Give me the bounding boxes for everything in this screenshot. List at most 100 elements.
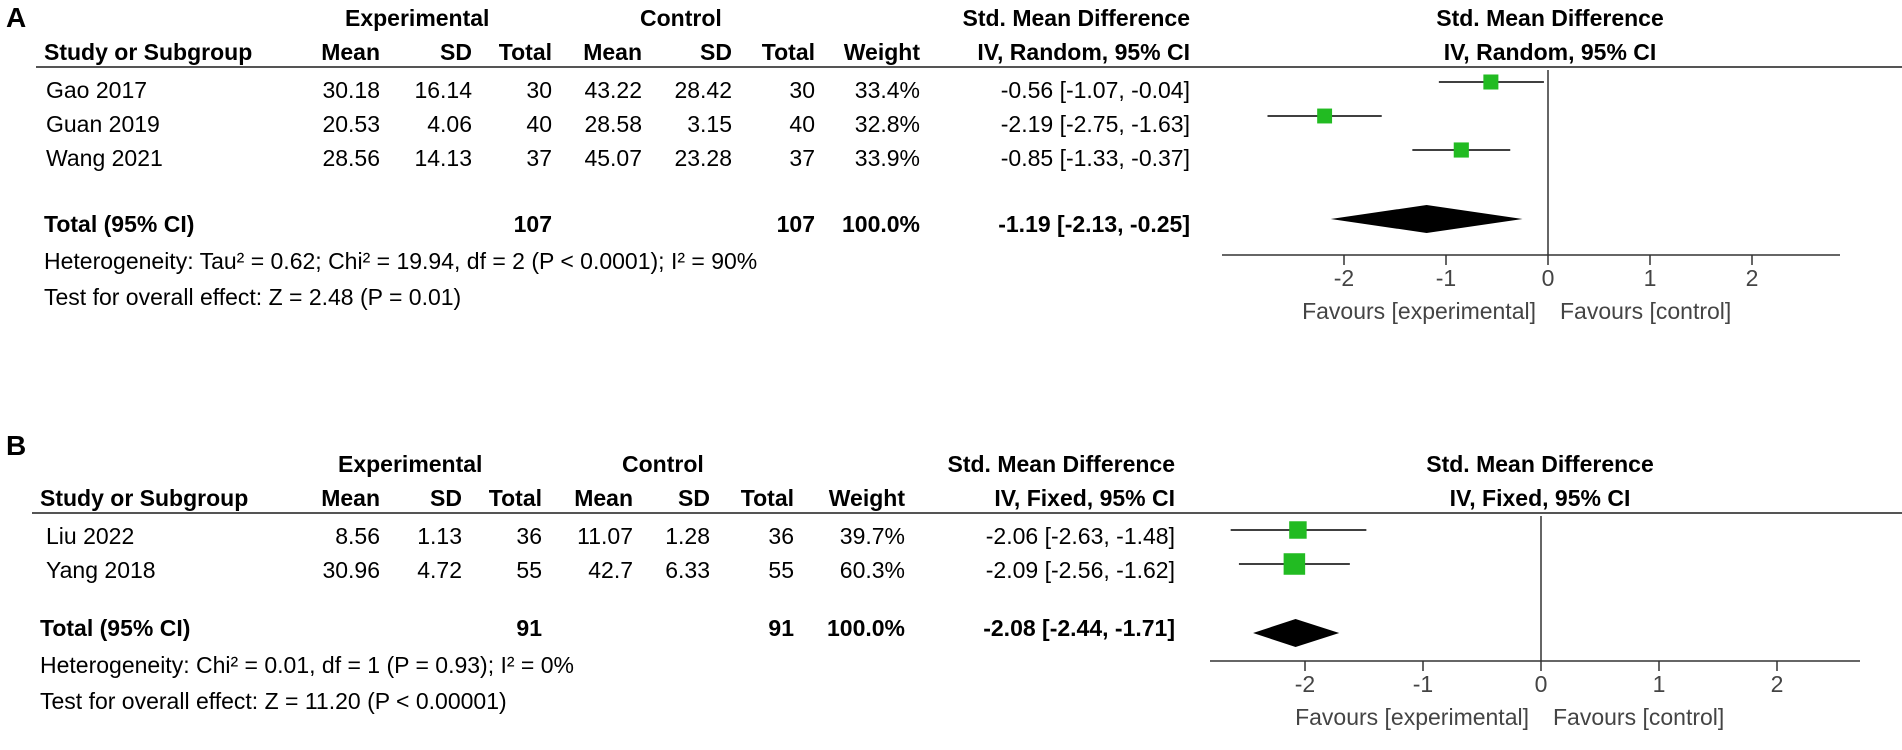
exp-sd: 1.13	[417, 523, 462, 549]
x-tick-label: 1	[1644, 265, 1657, 291]
exp-mean: 30.18	[322, 77, 380, 103]
weight-header: Weight	[828, 485, 905, 511]
x-tick-label: 2	[1746, 265, 1759, 291]
total-ci: -1.19 [-2.13, -0.25]	[998, 211, 1190, 237]
weight-value: 33.4%	[854, 77, 920, 103]
ctl-mean: 45.07	[584, 145, 642, 171]
x-tick-label: -2	[1295, 671, 1315, 697]
total-label: Total (95% CI)	[40, 615, 191, 641]
forest-plot-b: -2 -1 0 1 2 Favours [experimental] Favours [co…	[1210, 516, 1860, 730]
ctl-sd: 6.33	[665, 557, 710, 583]
heterogeneity-text: Heterogeneity: Tau² = 0.62; Chi² = 19.94…	[44, 248, 758, 274]
exp-mean-header: Mean	[321, 485, 380, 511]
ctl-total-header: Total	[761, 39, 815, 65]
control-header: Control	[622, 451, 704, 477]
x-tick-label: 0	[1535, 671, 1548, 697]
exp-total: 37	[526, 145, 552, 171]
exp-mean: 30.96	[322, 557, 380, 583]
study-name: Liu 2022	[46, 523, 135, 549]
overall-effect-text: Test for overall effect: Z = 11.20 (P < …	[40, 688, 507, 714]
forest-plot-panel-a: A Experimental Control Std. Mean Differe…	[0, 0, 1902, 370]
overall-effect-text: Test for overall effect: Z = 2.48 (P = 0…	[44, 284, 462, 310]
ci-value: -2.09 [-2.56, -1.62]	[985, 557, 1175, 583]
exp-mean: 20.53	[322, 111, 380, 137]
total-ci: -2.08 [-2.44, -1.71]	[983, 615, 1175, 641]
study-name: Gao 2017	[46, 77, 148, 103]
total-weight: 100.0%	[826, 615, 905, 641]
exp-sd: 14.13	[414, 145, 472, 171]
study-name: Guan 2019	[46, 111, 160, 137]
weight-value: 32.8%	[854, 111, 920, 137]
exp-total: 30	[526, 77, 552, 103]
summary-diamond	[1253, 619, 1340, 647]
ctl-mean-header: Mean	[574, 485, 633, 511]
experimental-header: Experimental	[345, 5, 490, 31]
ctl-mean: 42.7	[588, 557, 633, 583]
total-exp: 91	[516, 615, 542, 641]
header-divider	[36, 66, 1902, 68]
study-name: Wang 2021	[46, 145, 163, 171]
effect-square	[1289, 521, 1307, 539]
total-ctl: 107	[776, 211, 815, 237]
ctl-sd-header: SD	[700, 39, 732, 65]
exp-mean: 8.56	[335, 523, 380, 549]
ctl-mean: 11.07	[577, 523, 633, 549]
favours-right-label: Favours [control]	[1553, 704, 1724, 730]
effect-square	[1453, 142, 1469, 158]
method-header-plot: IV, Random, 95% CI	[1443, 39, 1657, 65]
favours-left-label: Favours [experimental]	[1295, 704, 1529, 730]
total-exp: 107	[513, 211, 552, 237]
x-tick-label: 0	[1542, 265, 1555, 291]
weight-header: Weight	[843, 39, 920, 65]
ctl-total: 36	[768, 523, 794, 549]
heterogeneity-text: Heterogeneity: Chi² = 0.01, df = 1 (P = …	[40, 652, 574, 678]
ci-value: -0.56 [-1.07, -0.04]	[1000, 77, 1190, 103]
ctl-total: 37	[789, 145, 815, 171]
effect-square	[1283, 553, 1306, 575]
ctl-sd: 23.28	[674, 145, 732, 171]
effect-square	[1483, 74, 1499, 90]
exp-sd: 4.06	[427, 111, 472, 137]
ctl-sd-header: SD	[678, 485, 710, 511]
method-header-table: IV, Fixed, 95% CI	[994, 485, 1175, 511]
exp-total: 36	[516, 523, 542, 549]
forest-plot-panel-b: B Experimental Control Std. Mean Differe…	[0, 410, 1902, 750]
favours-left-label: Favours [experimental]	[1302, 298, 1536, 324]
x-tick-label: -1	[1436, 265, 1456, 291]
weight-value: 60.3%	[839, 557, 905, 583]
smd-header-table: Std. Mean Difference	[962, 5, 1191, 31]
smd-header-table: Std. Mean Difference	[947, 451, 1176, 477]
ctl-mean-header: Mean	[583, 39, 642, 65]
total-label: Total (95% CI)	[44, 211, 195, 237]
ci-value: -2.06 [-2.63, -1.48]	[985, 523, 1175, 549]
favours-right-label: Favours [control]	[1560, 298, 1731, 324]
ctl-total-header: Total	[740, 485, 794, 511]
forest-plot-a: -2 -1 0 1 2 Favours [experimental] Favours [co…	[1222, 70, 1840, 324]
x-tick-label: -2	[1334, 265, 1354, 291]
exp-sd-header: SD	[440, 39, 472, 65]
ctl-mean: 28.58	[584, 111, 642, 137]
total-weight: 100.0%	[841, 211, 920, 237]
panel-label: B	[6, 430, 27, 461]
summary-diamond	[1330, 205, 1523, 233]
x-tick-label: 2	[1771, 671, 1784, 697]
study-name: Yang 2018	[46, 557, 156, 583]
ctl-total: 55	[768, 557, 794, 583]
ctl-total: 40	[789, 111, 815, 137]
method-header-table: IV, Random, 95% CI	[977, 39, 1190, 65]
effect-square	[1317, 108, 1333, 124]
exp-total: 55	[516, 557, 542, 583]
total-ctl: 91	[768, 615, 794, 641]
ctl-sd: 1.28	[665, 523, 710, 549]
study-column-header: Study or Subgroup	[44, 39, 253, 65]
ci-value: -0.85 [-1.33, -0.37]	[1000, 145, 1190, 171]
exp-total-header: Total	[488, 485, 542, 511]
exp-mean-header: Mean	[321, 39, 380, 65]
study-column-header: Study or Subgroup	[40, 485, 249, 511]
weight-value: 33.9%	[854, 145, 920, 171]
ci-value: -2.19 [-2.75, -1.63]	[1000, 111, 1190, 137]
ctl-total: 30	[789, 77, 815, 103]
exp-total: 40	[526, 111, 552, 137]
ctl-sd: 3.15	[687, 111, 732, 137]
smd-header-plot: Std. Mean Difference	[1436, 5, 1664, 31]
